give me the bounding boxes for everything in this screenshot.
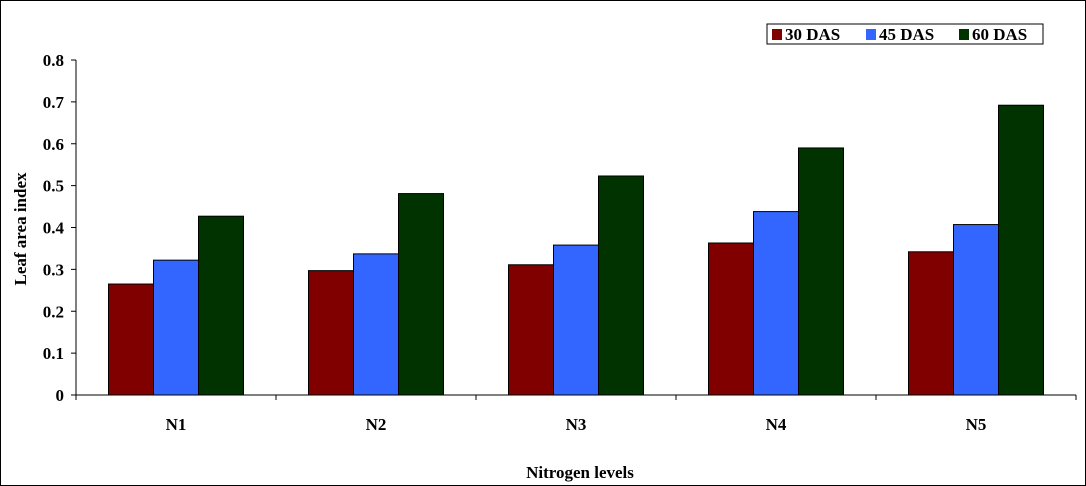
- y-tick-label: 0.5: [43, 177, 64, 196]
- legend-box: [766, 23, 1044, 45]
- legend-swatch-60-das: [959, 29, 969, 40]
- bar-n4-45-das: [753, 211, 799, 396]
- x-tick-label: N4: [766, 415, 787, 434]
- legend-label-30-das: 30 DAS: [785, 25, 840, 44]
- x-tick-label: N1: [166, 415, 187, 434]
- x-tick-label: N2: [366, 415, 387, 434]
- x-axis-title: Nitrogen levels: [526, 463, 634, 482]
- bar-n4-60-das: [798, 147, 844, 396]
- bar-n4-30-das: [708, 242, 754, 396]
- y-tick-label: 0.7: [43, 93, 65, 112]
- bar-n3-30-das: [508, 264, 554, 396]
- legend-swatch-45-das: [866, 29, 876, 40]
- y-tick-label: 0.2: [43, 302, 64, 321]
- bar-n1-30-das: [108, 283, 154, 396]
- x-tick-label: N5: [966, 415, 987, 434]
- y-axis-title: Leaf area index: [11, 172, 30, 286]
- plot-area: 0 0.1 0.2 0.3 0.4 0.5 0.6 0.7 0.8 N1 N2 N3 N4 N5: [43, 51, 1077, 434]
- bar-n3-45-das: [553, 244, 599, 396]
- bar-n5-45-das: [953, 224, 999, 396]
- legend: 30 DAS 45 DAS 60 DAS: [766, 23, 1044, 45]
- bar-n5-30-das: [908, 251, 954, 396]
- legend-label-60-das: 60 DAS: [972, 25, 1027, 44]
- x-tick-label: N3: [566, 415, 587, 434]
- bar-n1-45-das: [153, 259, 199, 396]
- y-tick-label: 0.6: [43, 135, 64, 154]
- y-tick-label: 0.4: [43, 219, 65, 238]
- y-tick-label: 0: [56, 386, 65, 405]
- bar-n2-60-das: [398, 193, 444, 396]
- bar-n3-60-das: [598, 175, 644, 396]
- bar-n2-30-das: [308, 270, 354, 396]
- bar-n2-45-das: [353, 253, 399, 396]
- y-tick-label: 0.1: [43, 344, 64, 363]
- y-tick-label: 0.8: [43, 51, 64, 70]
- y-tick-label: 0.3: [43, 260, 64, 279]
- bar-n5-60-das: [998, 104, 1044, 396]
- legend-label-45-das: 45 DAS: [879, 25, 934, 44]
- bar-n1-60-das: [198, 215, 244, 396]
- legend-swatch-30-das: [772, 29, 782, 40]
